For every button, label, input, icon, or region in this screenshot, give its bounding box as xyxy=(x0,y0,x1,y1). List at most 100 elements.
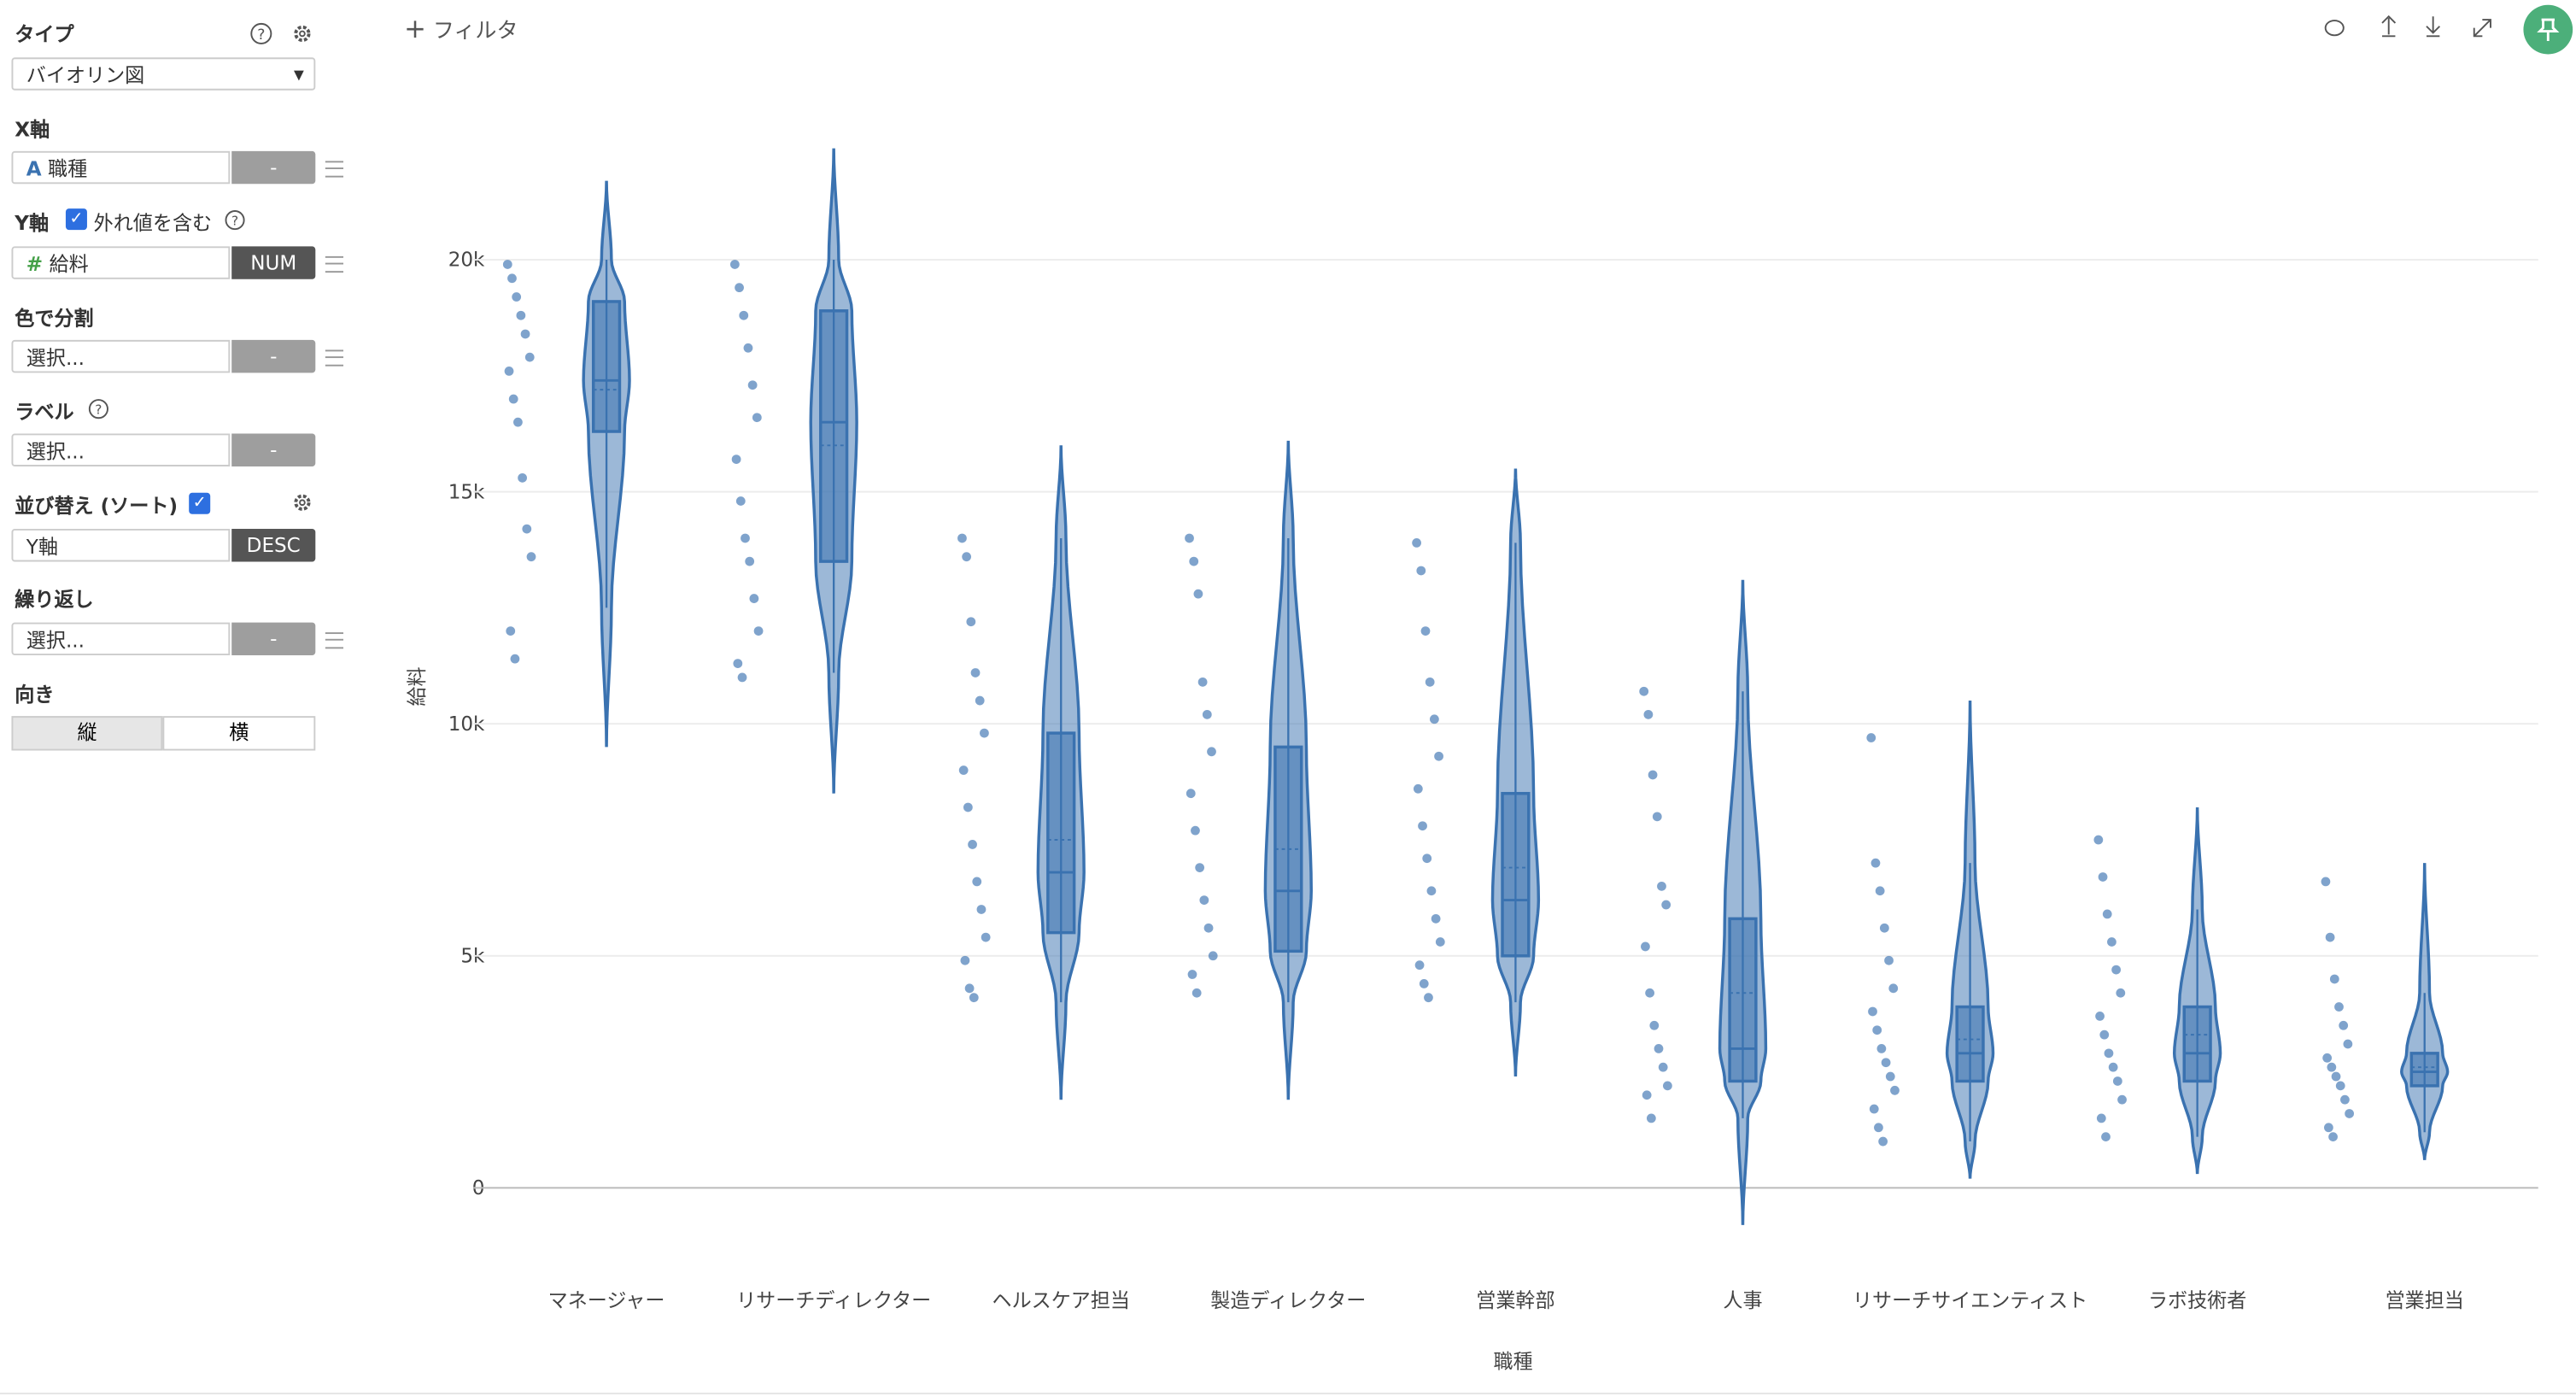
y-menu[interactable] xyxy=(325,255,344,273)
x-tick-label: ラボ技術者 xyxy=(2148,1290,2246,1312)
data-point xyxy=(753,626,764,636)
data-point xyxy=(1191,825,1200,836)
data-point xyxy=(747,380,758,390)
toolbar-icons xyxy=(2324,4,2573,55)
data-point xyxy=(2328,1132,2338,1142)
outlier-label: 外れ値を含む xyxy=(93,211,213,235)
data-point xyxy=(1422,853,1432,864)
sort-checkbox[interactable]: ✓ xyxy=(189,492,211,514)
label-field[interactable]: 選択... xyxy=(11,433,231,466)
type-icons[interactable]: ? xyxy=(249,21,319,48)
pin-button[interactable] xyxy=(2523,4,2573,55)
data-point xyxy=(2102,909,2112,919)
y-button[interactable]: NUM xyxy=(231,246,316,279)
color-field[interactable]: 選択... xyxy=(11,339,231,373)
data-point xyxy=(2321,877,2331,887)
box xyxy=(2182,1005,2212,1083)
data-point xyxy=(1639,686,1649,696)
data-point xyxy=(1661,900,1671,910)
data-point xyxy=(739,310,749,320)
data-point xyxy=(1189,556,1199,566)
label-button[interactable]: - xyxy=(231,433,316,466)
data-point xyxy=(1885,1071,1895,1082)
data-point xyxy=(743,343,753,353)
sort-button[interactable]: DESC xyxy=(231,528,316,562)
comment-icon[interactable] xyxy=(2324,20,2345,37)
help-icon[interactable]: ? xyxy=(224,208,247,232)
sort-settings[interactable] xyxy=(290,490,316,516)
data-point xyxy=(2331,1071,2341,1082)
help-icon[interactable]: ? xyxy=(87,397,110,420)
data-point xyxy=(1645,988,1654,998)
x-field[interactable]: A 職種 xyxy=(11,150,231,185)
filter-button[interactable]: + フィルタ xyxy=(404,13,518,44)
label-label: ラベル xyxy=(15,401,74,424)
svg-text:?: ? xyxy=(231,213,238,228)
x-tick-label: 営業担当 xyxy=(2386,1290,2464,1312)
sort-field[interactable]: Y軸 xyxy=(11,528,231,562)
repeat-button[interactable]: - xyxy=(231,622,316,656)
data-point xyxy=(2116,988,2126,998)
data-point xyxy=(2340,1094,2350,1105)
data-point xyxy=(1195,863,1205,872)
data-point xyxy=(513,417,523,427)
data-point xyxy=(1413,783,1423,794)
data-point xyxy=(729,260,740,269)
data-point xyxy=(968,840,977,849)
x-tick-label: 営業幹部 xyxy=(1476,1290,1554,1312)
data-point xyxy=(507,273,517,284)
data-point xyxy=(964,983,975,994)
data-point xyxy=(1648,770,1658,780)
data-point xyxy=(1874,1123,1883,1133)
color-menu[interactable] xyxy=(325,349,344,367)
x-tick-label: 人事 xyxy=(1723,1290,1762,1312)
data-point xyxy=(2324,1123,2333,1133)
color-button[interactable]: - xyxy=(231,339,316,373)
data-point xyxy=(526,552,536,562)
orient-vertical[interactable]: 縦 xyxy=(11,716,163,751)
data-point xyxy=(1866,733,1876,742)
type-select[interactable]: バイオリン図 ▼ xyxy=(11,57,316,91)
upload-icon[interactable] xyxy=(2381,15,2397,38)
data-point xyxy=(1197,677,1208,687)
data-point xyxy=(1186,789,1196,799)
orient-horizontal[interactable]: 横 xyxy=(162,716,316,751)
data-point xyxy=(512,292,522,302)
data-point xyxy=(1202,709,1212,719)
data-point xyxy=(1642,1090,1652,1100)
data-point xyxy=(2099,1029,2110,1040)
data-point xyxy=(1884,955,1894,965)
box xyxy=(1955,1005,1985,1083)
data-point xyxy=(1208,951,1218,961)
data-point xyxy=(1875,886,1885,896)
download-icon[interactable] xyxy=(2426,16,2441,38)
data-point xyxy=(518,472,527,483)
expand-icon[interactable] xyxy=(2473,19,2491,38)
data-point xyxy=(1879,923,1889,933)
x-menu[interactable] xyxy=(325,161,344,178)
box xyxy=(2409,1052,2439,1088)
x-field-name: 職種 xyxy=(48,157,88,181)
data-point xyxy=(975,695,985,706)
data-point xyxy=(733,659,743,668)
data-point xyxy=(1191,988,1202,998)
data-point xyxy=(2104,1048,2114,1059)
repeat-menu[interactable] xyxy=(325,632,344,649)
x-button[interactable]: - xyxy=(231,150,316,185)
data-point xyxy=(972,877,982,887)
data-point xyxy=(2343,1039,2353,1049)
data-point xyxy=(745,556,755,566)
data-point xyxy=(1431,913,1441,924)
data-point xyxy=(1657,881,1666,891)
box xyxy=(819,309,849,563)
filter-text: フィルタ xyxy=(432,20,518,44)
y-field[interactable]: # 給料 xyxy=(11,246,231,279)
data-point xyxy=(2345,1109,2355,1118)
data-point xyxy=(520,329,530,339)
outlier-checkbox[interactable]: ✓ xyxy=(65,208,87,231)
data-point xyxy=(2335,1081,2345,1091)
repeat-field[interactable]: 選択... xyxy=(11,622,231,656)
